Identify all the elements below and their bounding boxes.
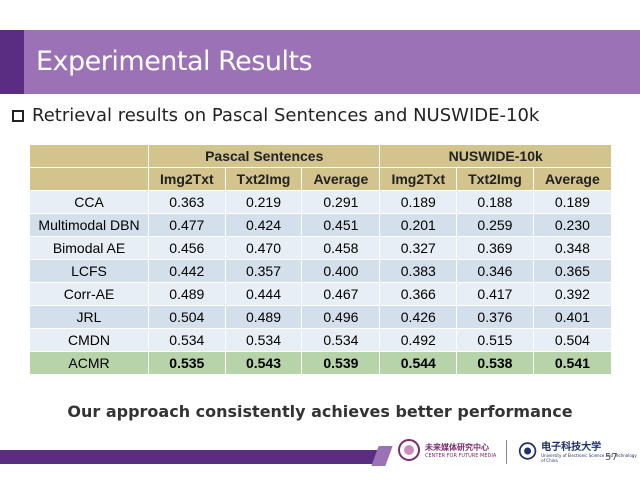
value-cell: 0.363: [148, 190, 226, 214]
value-cell: 0.327: [379, 236, 458, 260]
bullet-item: Retrieval results on Pascal Sentences an…: [12, 105, 539, 126]
value-cell: 0.451: [301, 213, 381, 237]
logo2-cn: 电子科技大学: [541, 442, 602, 453]
column-header: Average: [301, 167, 381, 191]
value-cell: 0.365: [532, 259, 613, 283]
method-cell: CCA: [29, 190, 149, 214]
method-cell: LCFS: [29, 259, 149, 283]
value-cell: 0.477: [148, 213, 226, 237]
header-corner: [29, 144, 149, 168]
value-cell: 0.400: [301, 259, 381, 283]
value-cell: 0.534: [301, 328, 381, 352]
value-cell: 0.291: [301, 190, 381, 214]
table-body: CCA 0.363 0.219 0.291 0.189 0.188 0.189 Multimo…: [29, 190, 613, 375]
results-table: Pascal Sentences NUSWIDE-10k Img2Txt Txt…: [29, 144, 613, 375]
value-cell: 0.515: [456, 328, 534, 352]
method-cell: JRL: [29, 305, 149, 329]
table-row: ACMR 0.535 0.543 0.539 0.544 0.538 0.541: [29, 351, 613, 375]
value-cell: 0.259: [456, 213, 534, 237]
table-row: Corr-AE 0.489 0.444 0.467 0.366 0.417 0.392: [29, 282, 613, 306]
value-cell: 0.496: [301, 305, 381, 329]
value-cell: 0.426: [379, 305, 458, 329]
table-row: LCFS 0.442 0.357 0.400 0.383 0.346 0.365: [29, 259, 613, 283]
value-cell: 0.467: [301, 282, 381, 306]
value-cell: 0.489: [148, 282, 226, 306]
logo-divider: [506, 440, 507, 464]
value-cell: 0.534: [148, 328, 226, 352]
group-header: NUSWIDE-10k: [379, 144, 612, 168]
value-cell: 0.392: [532, 282, 613, 306]
future-media-logo: 未来媒体研究中心 CENTER FOR FUTURE MEDIA: [397, 438, 496, 462]
top-bar: [0, 0, 24, 28]
title-band: [0, 30, 640, 94]
method-cell: CMDN: [29, 328, 149, 352]
value-cell: 0.401: [532, 305, 613, 329]
value-cell: 0.442: [148, 259, 226, 283]
value-cell: 0.417: [456, 282, 534, 306]
table-row: JRL 0.504 0.489 0.496 0.426 0.376 0.401: [29, 305, 613, 329]
logo1-en: CENTER FOR FUTURE MEDIA: [425, 452, 497, 459]
column-header: Txt2Img: [456, 167, 534, 191]
value-cell: 0.219: [224, 190, 303, 214]
table-row: CMDN 0.534 0.534 0.534 0.492 0.515 0.504: [29, 328, 613, 352]
table-column-header: Img2Txt Txt2Img Average Img2Txt Txt2Img …: [29, 167, 613, 191]
footer-bar: [0, 450, 380, 464]
table-group-header: Pascal Sentences NUSWIDE-10k: [29, 144, 612, 168]
conclusion-text: Our approach consistently achieves bette…: [67, 402, 573, 421]
method-cell: Corr-AE: [29, 282, 149, 306]
value-cell: 0.230: [532, 213, 613, 237]
header-corner: [29, 167, 149, 191]
value-cell: 0.376: [456, 305, 534, 329]
value-cell: 0.538: [456, 351, 534, 375]
value-cell: 0.456: [148, 236, 226, 260]
value-cell: 0.492: [379, 328, 458, 352]
column-header: Average: [532, 167, 613, 191]
value-cell: 0.544: [379, 351, 458, 375]
logo2-en: University of Electronic Science and Tec…: [541, 453, 637, 463]
page-number: 57: [605, 452, 618, 463]
value-cell: 0.348: [532, 236, 613, 260]
value-cell: 0.535: [148, 351, 226, 375]
value-cell: 0.383: [379, 259, 458, 283]
value-cell: 0.444: [224, 282, 303, 306]
value-cell: 0.458: [301, 236, 381, 260]
uestc-logo: 电子科技大学 University of Electronic Science …: [518, 438, 640, 463]
value-cell: 0.366: [379, 282, 458, 306]
column-header: Txt2Img: [224, 167, 303, 191]
table-row: Multimodal DBN 0.477 0.424 0.451 0.201 0.259 0…: [29, 213, 613, 237]
value-cell: 0.541: [532, 351, 613, 375]
method-cell: Bimodal AE: [29, 236, 149, 260]
bullet-text: Retrieval results on Pascal Sentences an…: [32, 105, 540, 126]
logo1-cn: 未来媒体研究中心: [425, 442, 489, 452]
value-cell: 0.504: [148, 305, 226, 329]
square-bullet-icon: [12, 109, 24, 122]
value-cell: 0.189: [532, 190, 613, 214]
value-cell: 0.357: [224, 259, 303, 283]
uestc-emblem-icon: [518, 441, 537, 460]
table-row: CCA 0.363 0.219 0.291 0.189 0.188 0.189: [29, 190, 613, 214]
value-cell: 0.346: [456, 259, 534, 283]
value-cell: 0.504: [532, 328, 613, 352]
value-cell: 0.189: [379, 190, 458, 214]
method-cell: ACMR: [29, 351, 149, 375]
value-cell: 0.534: [224, 328, 303, 352]
footer-accent: [371, 446, 393, 466]
value-cell: 0.543: [224, 351, 303, 375]
column-header: Img2Txt: [148, 167, 226, 191]
future-media-icon: [398, 439, 420, 461]
table-row: Bimodal AE 0.456 0.470 0.458 0.327 0.369 0.348: [29, 236, 613, 260]
value-cell: 0.201: [379, 213, 458, 237]
value-cell: 0.470: [224, 236, 303, 260]
title-band-accent: [0, 30, 24, 94]
value-cell: 0.539: [301, 351, 381, 375]
value-cell: 0.369: [456, 236, 534, 260]
method-cell: Multimodal DBN: [29, 213, 149, 237]
column-header: Img2Txt: [379, 167, 458, 191]
value-cell: 0.188: [456, 190, 534, 214]
value-cell: 0.489: [224, 305, 303, 329]
slide-title: Experimental Results: [36, 46, 313, 77]
value-cell: 0.424: [224, 213, 303, 237]
group-header: Pascal Sentences: [147, 144, 381, 168]
